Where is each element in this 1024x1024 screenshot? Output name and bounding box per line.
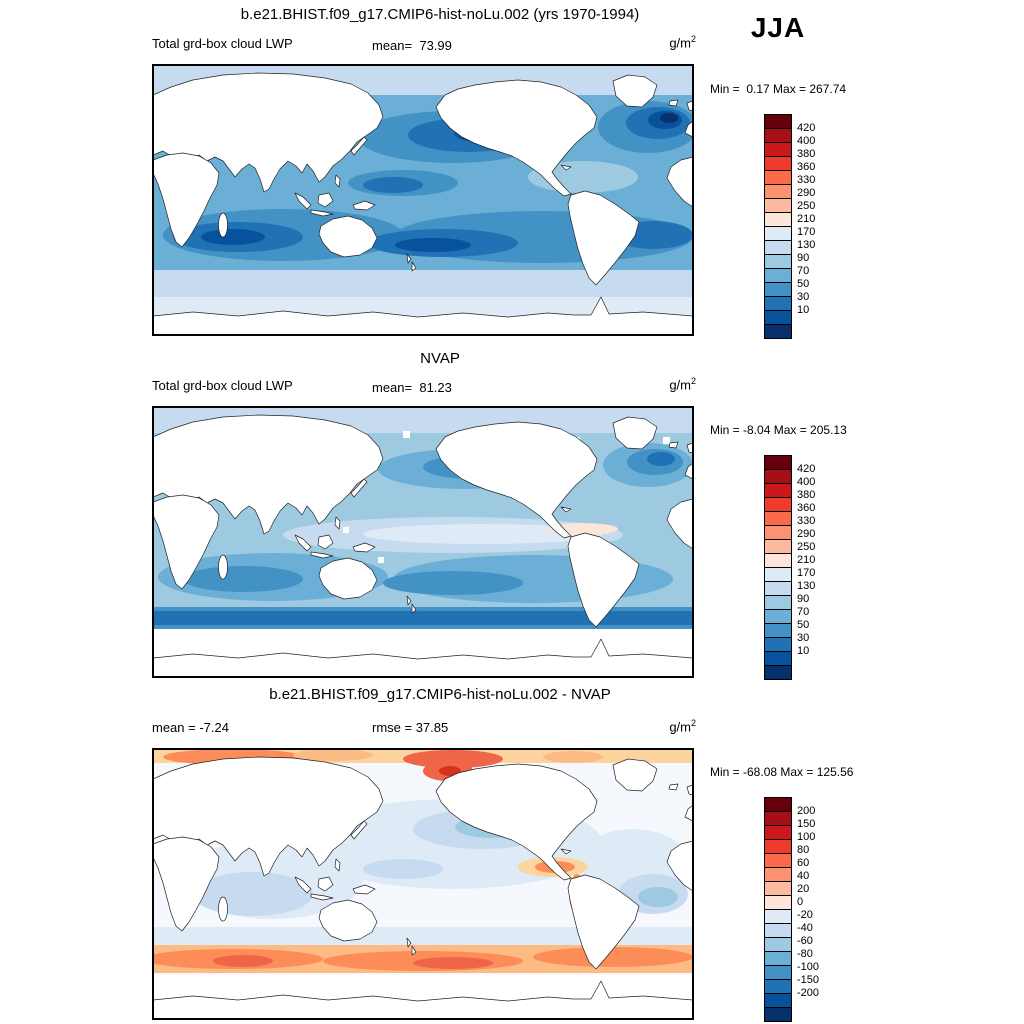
panel3-title: b.e21.BHIST.f09_g17.CMIP6-hist-noLu.002 … (269, 686, 611, 703)
map-frame (153, 749, 693, 1019)
panel3-mean: mean = -7.24 (152, 720, 229, 735)
panel2-title: NVAP (420, 350, 460, 367)
map-nvap-lwp (152, 406, 694, 678)
panel2-minmax: Min = -8.04 Max = 205.13 (710, 423, 847, 437)
units-base: g/m (669, 377, 691, 393)
panel2-mean: mean= 81.23 (372, 380, 452, 395)
panel2-units: g/m2 (640, 376, 696, 392)
units-base: g/m (669, 35, 691, 51)
map-frame (153, 407, 693, 677)
map-difference (152, 748, 694, 1020)
colorbar-cells (764, 797, 792, 1022)
colorbar-difference: 200 150 100 80 60 40 20 0 -20 -40 -60 -80 -100 -150 -2… (764, 797, 819, 1022)
panel3-rmse: rmse = 37.85 (372, 720, 449, 735)
panel2-field-label: Total grd-box cloud LWP (152, 378, 293, 393)
panel1-mean: mean= 73.99 (372, 38, 452, 53)
units-exponent: 2 (690, 718, 696, 728)
panel1-minmax: Min = 0.17 Max = 267.74 (710, 82, 847, 96)
colorbar-cells (764, 455, 792, 680)
panel3-units: g/m2 (640, 718, 696, 734)
panel1-title: b.e21.BHIST.f09_g17.CMIP6-hist-noLu.002 … (240, 6, 640, 23)
colorbar-model-lwp: 420 400 380 360 330 290 250 210 170 130 90 70 50 30 10 (764, 114, 815, 339)
units-base: g/m (669, 719, 691, 735)
colorbar-cells (764, 114, 792, 339)
units-exponent: 2 (690, 34, 696, 44)
units-exponent: 2 (690, 376, 696, 386)
map-frame (153, 65, 693, 335)
panel3-minmax: Min = -68.08 Max = 125.56 (710, 765, 854, 779)
panel1-field-label: Total grd-box cloud LWP (152, 36, 293, 51)
panel1-units: g/m2 (640, 34, 696, 50)
map-model-lwp (152, 64, 694, 336)
colorbar-nvap-lwp: 420 400 380 360 330 290 250 210 170 130 90 70 50 30 10 (764, 455, 815, 680)
season-label: JJA (750, 12, 806, 43)
